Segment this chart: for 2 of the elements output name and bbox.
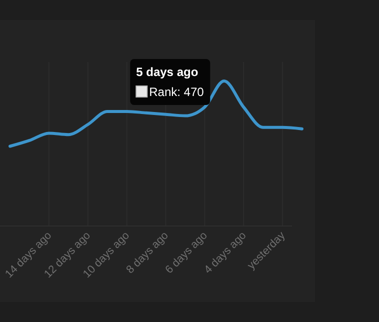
text: 5 days ago	[136, 65, 198, 79]
annotation: Rank: 470	[149, 85, 204, 99]
